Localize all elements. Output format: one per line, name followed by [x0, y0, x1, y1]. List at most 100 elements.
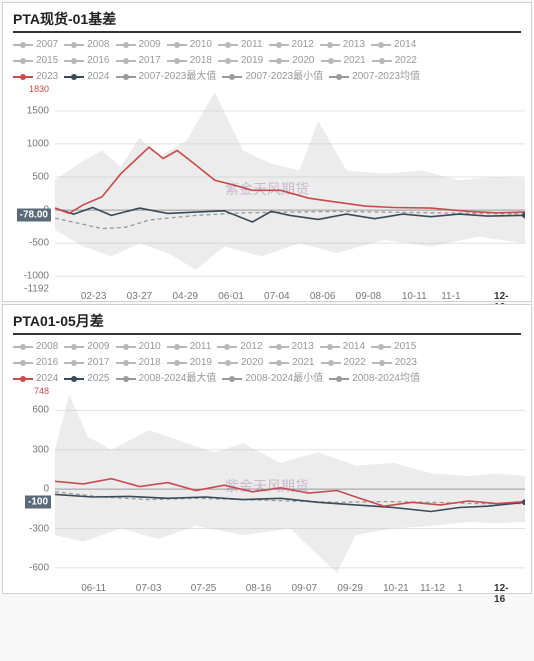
legend-marker	[218, 44, 238, 46]
legend-row: 20162017201820192020202120222023	[13, 355, 521, 371]
y-tick: 600	[32, 405, 49, 416]
legend-marker	[64, 346, 84, 348]
legend-marker	[371, 44, 391, 46]
legend-item: 2015	[13, 53, 58, 69]
legend-label: 2009	[139, 37, 161, 53]
legend-label: 2017	[139, 53, 161, 69]
legend-label: 2010	[190, 37, 212, 53]
legend-label: 2022	[344, 355, 366, 371]
chart-title: PTA现货-01基差	[13, 9, 521, 33]
legend-marker	[167, 362, 187, 364]
legend-item: 2018	[167, 53, 212, 69]
legend-marker	[218, 60, 238, 62]
legend-marker	[372, 362, 392, 364]
legend-row: 20082009201020112012201320142015	[13, 339, 521, 355]
legend-item: 2008	[13, 339, 58, 355]
legend-label: 2023	[36, 69, 58, 85]
legend-label: 2018	[190, 53, 212, 69]
legend-marker	[222, 378, 242, 380]
legend-marker	[13, 378, 33, 380]
y-tick: 300	[32, 444, 49, 455]
legend-label: 2017	[87, 355, 109, 371]
legend-marker	[167, 44, 187, 46]
legend-item: 2008-2024均值	[329, 371, 420, 387]
x-tick: 07-03	[136, 583, 162, 594]
range-area	[55, 395, 525, 573]
legend-item: 2007	[13, 37, 58, 53]
legend-item: 2012	[217, 339, 262, 355]
legend-label: 2014	[343, 339, 365, 355]
legend-label: 2024	[36, 371, 58, 387]
y-tick: -300	[29, 523, 49, 534]
x-tick: 08-16	[246, 583, 272, 594]
legend-label: 2014	[394, 37, 416, 53]
legend-marker	[116, 346, 136, 348]
legend-row: 202420252008-2024最大值2008-2024最小值2008-202…	[13, 371, 521, 387]
legend-label: 2020	[241, 355, 263, 371]
x-tick: 10-21	[383, 583, 409, 594]
legend-row: 20152016201720182019202020212022	[13, 53, 521, 69]
x-tick: 06-01	[218, 291, 244, 302]
legend-marker	[13, 60, 33, 62]
x-tick: 08-06	[310, 291, 336, 302]
legend-item: 2020	[269, 53, 314, 69]
legend-item: 2023	[13, 69, 58, 85]
legend-label: 2018	[139, 355, 161, 371]
legend-item: 2016	[13, 355, 58, 371]
legend-marker	[269, 362, 289, 364]
chart-container: PTA01-05月差 20082009201020112012201320142…	[2, 304, 532, 594]
legend-marker	[116, 44, 136, 46]
legend-item: 2021	[321, 53, 366, 69]
legend-label: 2022	[395, 53, 417, 69]
legend-label: 2015	[36, 53, 58, 69]
y-tick: 0	[43, 484, 49, 495]
x-tick: 1	[457, 583, 463, 594]
legend-label: 2019	[190, 355, 212, 371]
chart-title: PTA01-05月差	[13, 311, 521, 335]
x-axis: 02-2303-2704-2906-0107-0408-0609-0810-11…	[57, 291, 515, 305]
y-tick: -600	[29, 562, 49, 573]
legend-label: 2021	[344, 53, 366, 69]
legend-item: 2011	[218, 37, 263, 53]
legend-item: 2022	[372, 53, 417, 69]
x-tick: 03-27	[127, 291, 153, 302]
legend-marker	[217, 346, 237, 348]
legend-item: 2017	[64, 355, 109, 371]
legend-label: 2008-2024均值	[352, 371, 420, 387]
legend-marker	[167, 60, 187, 62]
x-axis: 06-1107-0307-2508-1609-0709-2910-2111-12…	[57, 583, 515, 597]
legend-item: 2009	[116, 37, 161, 53]
x-tick: 06-11	[81, 583, 106, 594]
x-tick: 02-23	[81, 291, 107, 302]
legend-marker	[371, 346, 391, 348]
legend-marker	[64, 76, 84, 78]
y-tick: 1000	[27, 138, 49, 149]
legend-item: 2014	[371, 37, 416, 53]
legend-label: 2013	[292, 339, 314, 355]
chart-svg	[55, 391, 525, 581]
legend-item: 2007-2023均值	[329, 69, 420, 85]
legend-marker	[64, 60, 84, 62]
y-lower-label: -1192	[24, 284, 49, 295]
legend-label: 2015	[394, 339, 416, 355]
legend-label: 2007-2023最大值	[139, 69, 217, 85]
legend-label: 2008-2024最大值	[139, 371, 217, 387]
legend-item: 2021	[269, 355, 314, 371]
legend-item: 2019	[167, 355, 212, 371]
legend-item: 2007-2023最小值	[222, 69, 323, 85]
y-highlight: -100	[25, 496, 51, 509]
legend-item: 2015	[371, 339, 416, 355]
legend-marker	[321, 362, 341, 364]
legend: 2008200920102011201220132014201520162017…	[13, 339, 521, 387]
legend-label: 2008	[36, 339, 58, 355]
y-highlight: -78.00	[17, 209, 51, 222]
plot-area: -1000-5000500100015001830-1192-78.00 紫金天…	[13, 89, 521, 289]
legend-item: 2010	[116, 339, 161, 355]
legend-item: 2020	[218, 355, 263, 371]
y-tick: 500	[32, 172, 49, 183]
legend-marker	[269, 44, 289, 46]
legend-marker	[218, 362, 238, 364]
legend-marker	[222, 76, 242, 78]
legend-marker	[269, 60, 289, 62]
legend-item: 2024	[64, 69, 109, 85]
